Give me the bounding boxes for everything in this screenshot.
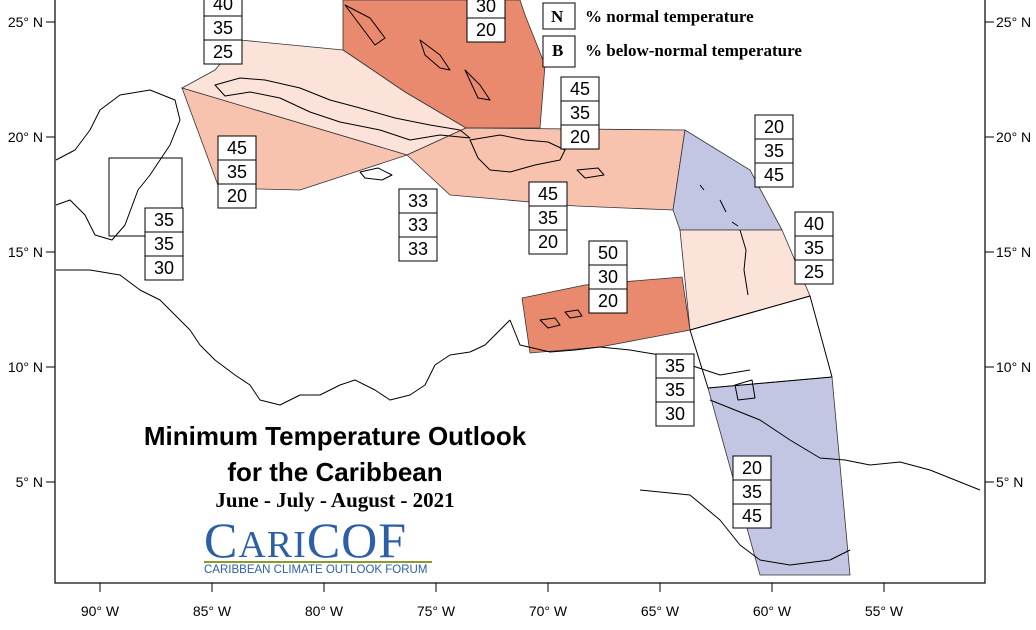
prob-value: 35 bbox=[154, 210, 174, 230]
lat-label-left: 15° N bbox=[8, 244, 43, 260]
prob-value: 35 bbox=[154, 234, 174, 254]
logo-wordmark: CARICOF bbox=[204, 512, 408, 568]
lon-label: 85° W bbox=[193, 603, 232, 619]
region-guianas-fill bbox=[707, 376, 851, 576]
prob-value: 25 bbox=[213, 42, 233, 62]
prob-value: 20 bbox=[764, 117, 784, 137]
prob-value: 45 bbox=[570, 79, 590, 99]
period-label: June - July - August - 2021 bbox=[215, 488, 455, 512]
lat-label-left: 10° N bbox=[8, 359, 43, 375]
prob-box-windward: 40 35 25 bbox=[794, 211, 834, 285]
prob-value: 20 bbox=[570, 127, 590, 147]
prob-box-guianas: 20 35 45 bbox=[732, 455, 772, 529]
prob-box-leeward: 20 35 45 bbox=[754, 114, 794, 188]
prob-box-jamaica: 33 33 33 bbox=[398, 188, 438, 262]
lon-label: 70° W bbox=[529, 603, 568, 619]
map-frame bbox=[54, 0, 986, 584]
lat-label-right: 20° N bbox=[996, 129, 1031, 145]
lat-label-right: 5° N bbox=[996, 474, 1023, 490]
prob-box-hispaniola-north: 45 35 20 bbox=[560, 76, 600, 150]
lat-label-right: 10° N bbox=[996, 359, 1031, 375]
prob-value: 35 bbox=[742, 482, 762, 502]
prob-value: 35 bbox=[665, 380, 685, 400]
prob-value: 45 bbox=[538, 184, 558, 204]
lat-label-left: 20° N bbox=[8, 129, 43, 145]
prob-value: 45 bbox=[227, 138, 247, 158]
lon-label: 90° W bbox=[81, 603, 120, 619]
lon-label: 60° W bbox=[753, 603, 792, 619]
prob-value: 33 bbox=[408, 239, 428, 259]
prob-value: 30 bbox=[665, 404, 685, 424]
map-title: Minimum Temperature Outlook for the Cari… bbox=[60, 418, 610, 490]
legend-key: N bbox=[551, 7, 564, 26]
prob-value: 40 bbox=[804, 214, 824, 234]
prob-box-trinidad: 35 35 30 bbox=[655, 353, 695, 427]
prob-box-belize: 35 35 30 bbox=[144, 207, 184, 281]
prob-value: 20 bbox=[227, 186, 247, 206]
legend-label: % below-normal temperature bbox=[585, 41, 802, 60]
map-title-line1: Minimum Temperature Outlook bbox=[143, 421, 527, 451]
legend-key-box bbox=[542, 2, 576, 30]
prob-box-cuba-south: 45 35 20 bbox=[217, 135, 257, 209]
legend-key-box bbox=[542, 35, 576, 68]
legend: N % normal temperature B % below-normal … bbox=[542, 2, 802, 68]
lon-label: 65° W bbox=[641, 603, 680, 619]
coastlines bbox=[55, 4, 981, 566]
legend-key: B bbox=[552, 41, 563, 60]
prob-value: 50 bbox=[598, 243, 618, 263]
map-title-line2: for the Caribbean bbox=[227, 457, 443, 487]
lat-ticks-right: 25° N 20° N 15° N 10° N 5° N bbox=[985, 14, 1031, 490]
logo-subtitle: CARIBBEAN CLIMATE OUTLOOK FORUM bbox=[204, 564, 428, 576]
prob-value: 35 bbox=[665, 356, 685, 376]
prob-value: 20 bbox=[598, 291, 618, 311]
prob-box-bahamas-east: 30 20 bbox=[466, 0, 506, 43]
prob-value: 45 bbox=[764, 165, 784, 185]
lon-label: 75° W bbox=[417, 603, 456, 619]
prob-value: 35 bbox=[804, 238, 824, 258]
prob-box-hispaniola-south: 45 35 20 bbox=[528, 181, 568, 255]
lat-label-left: 25° N bbox=[8, 14, 43, 30]
prob-value: 30 bbox=[154, 258, 174, 278]
prob-value: 35 bbox=[213, 18, 233, 38]
prob-box-bahamas: 40 35 25 bbox=[203, 0, 243, 65]
prob-value: 35 bbox=[570, 103, 590, 123]
lat-label-right: 15° N bbox=[996, 244, 1031, 260]
caricof-logo: CARICOF CARIBBEAN CLIMATE OUTLOOK FORUM bbox=[200, 512, 440, 580]
prob-value: 33 bbox=[408, 215, 428, 235]
logo-divider bbox=[204, 561, 432, 563]
prob-value: 25 bbox=[804, 262, 824, 282]
prob-value: 20 bbox=[538, 232, 558, 252]
lon-ticks: 90° W 85° W 80° W 75° W 70° W 65° W 60° … bbox=[81, 583, 904, 619]
legend-label: % normal temperature bbox=[585, 7, 754, 26]
prob-value: 35 bbox=[227, 162, 247, 182]
prob-value: 35 bbox=[538, 208, 558, 228]
prob-value: 30 bbox=[598, 267, 618, 287]
lon-label: 80° W bbox=[305, 603, 344, 619]
prob-value: 45 bbox=[742, 506, 762, 526]
lat-label-right: 25° N bbox=[996, 14, 1031, 30]
lon-label: 55° W bbox=[865, 603, 904, 619]
prob-box-abc: 50 30 20 bbox=[588, 240, 628, 314]
prob-value: 40 bbox=[213, 0, 233, 14]
lat-ticks-left: 25° N 20° N 15° N 10° N 5° N bbox=[8, 14, 55, 490]
prob-value: 30 bbox=[476, 0, 496, 16]
prob-value: 20 bbox=[476, 20, 496, 40]
prob-value: 20 bbox=[742, 458, 762, 478]
prob-value: 35 bbox=[764, 141, 784, 161]
lat-label-left: 5° N bbox=[16, 474, 43, 490]
prob-value: 33 bbox=[408, 191, 428, 211]
